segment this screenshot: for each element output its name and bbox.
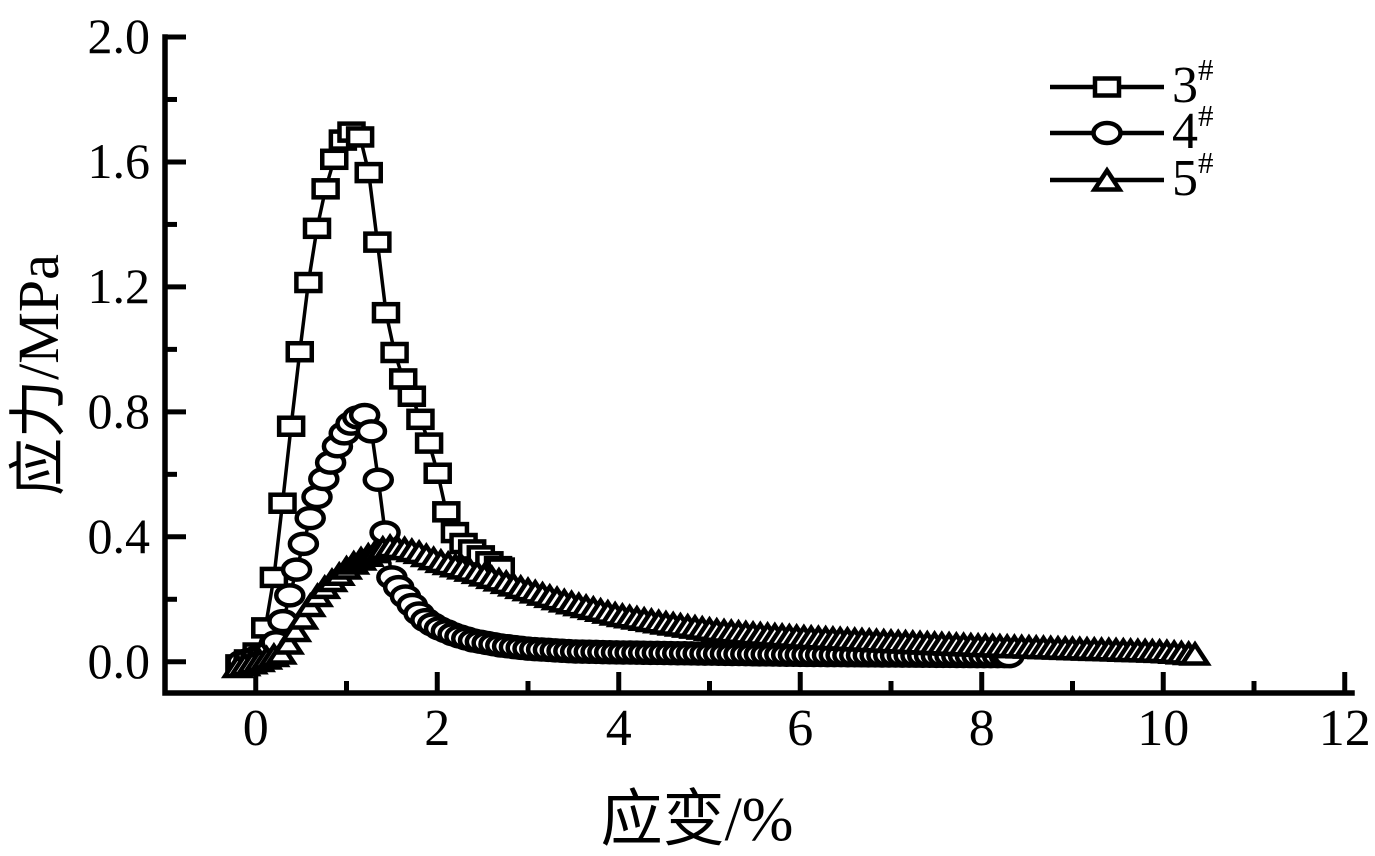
legend-label: 4#: [1172, 98, 1214, 160]
series-5-marker: [271, 629, 306, 655]
axes: [162, 34, 1355, 696]
legend-marker-square: [1092, 76, 1122, 98]
series-3-marker: [371, 301, 401, 324]
legend: 3#4#5#: [1050, 52, 1214, 207]
series-3-marker: [276, 415, 306, 437]
series-3-marker: [354, 161, 383, 184]
series-layer: [220, 121, 1212, 679]
series-3: [225, 121, 516, 676]
axis-ticks: [165, 34, 1348, 693]
y-tick-label: 0.0: [88, 633, 151, 689]
legend-item-4: 4#: [1050, 98, 1214, 160]
x-tick-label: 6: [787, 700, 813, 757]
y-axis-title: 应力/MPa: [6, 254, 71, 496]
series-3-marker: [432, 501, 461, 523]
x-tick-label: 4: [606, 700, 632, 757]
x-tick-label: 8: [969, 700, 995, 757]
series-3-marker: [363, 231, 392, 253]
y-tick-label: 0.8: [88, 383, 151, 439]
series-5-marker: [1178, 640, 1212, 666]
series-3-marker: [311, 178, 340, 200]
series-5: [220, 532, 1212, 679]
series-3-marker: [406, 408, 435, 431]
series-3-marker: [345, 126, 375, 148]
y-tick-label: 1.6: [88, 133, 151, 189]
series-3-marker: [294, 271, 323, 294]
series-3-marker: [302, 217, 332, 240]
axis-tick-labels: 0.0 0.4 0.8 1.2 1.6 2.0 0 2 4 6 8 10 12: [88, 8, 1371, 757]
x-tick-label: 10: [1137, 700, 1189, 757]
legend-item-5: 5#: [1050, 145, 1214, 207]
legend-label: 5#: [1172, 145, 1214, 207]
legend-item-3: 3#: [1050, 52, 1214, 114]
legend-marker-ellipse: [1091, 120, 1123, 146]
series-4-marker: [280, 557, 313, 582]
x-tick-label: 2: [424, 700, 450, 757]
series-4-marker: [355, 419, 388, 444]
series-4-marker: [274, 583, 306, 608]
series-3-marker: [423, 462, 452, 484]
legend-marker-triangle: [1090, 166, 1124, 192]
series-4-marker: [362, 467, 395, 493]
series-5-marker: [279, 616, 313, 643]
series-3-marker: [397, 385, 427, 407]
x-tick-label: 0: [243, 700, 269, 757]
series-4: [226, 402, 1025, 675]
y-tick-label: 2.0: [88, 8, 151, 64]
series-3-marker: [285, 340, 315, 363]
series-4-marker: [287, 531, 320, 557]
series-3-marker: [380, 341, 409, 364]
x-tick-label: 12: [1319, 700, 1371, 757]
axis-frame: [162, 34, 1355, 696]
x-axis-title: 应变/%: [601, 786, 794, 854]
y-tick-label: 1.2: [88, 258, 151, 314]
legend-label: 3#: [1172, 52, 1214, 114]
series-3-marker: [388, 368, 418, 390]
series-5-marker: [286, 604, 320, 630]
series-3-marker: [319, 148, 349, 171]
series-3-marker: [414, 432, 444, 454]
series-3-marker: [268, 492, 297, 514]
y-tick-label: 0.4: [88, 508, 151, 564]
series-4-marker: [294, 505, 326, 531]
